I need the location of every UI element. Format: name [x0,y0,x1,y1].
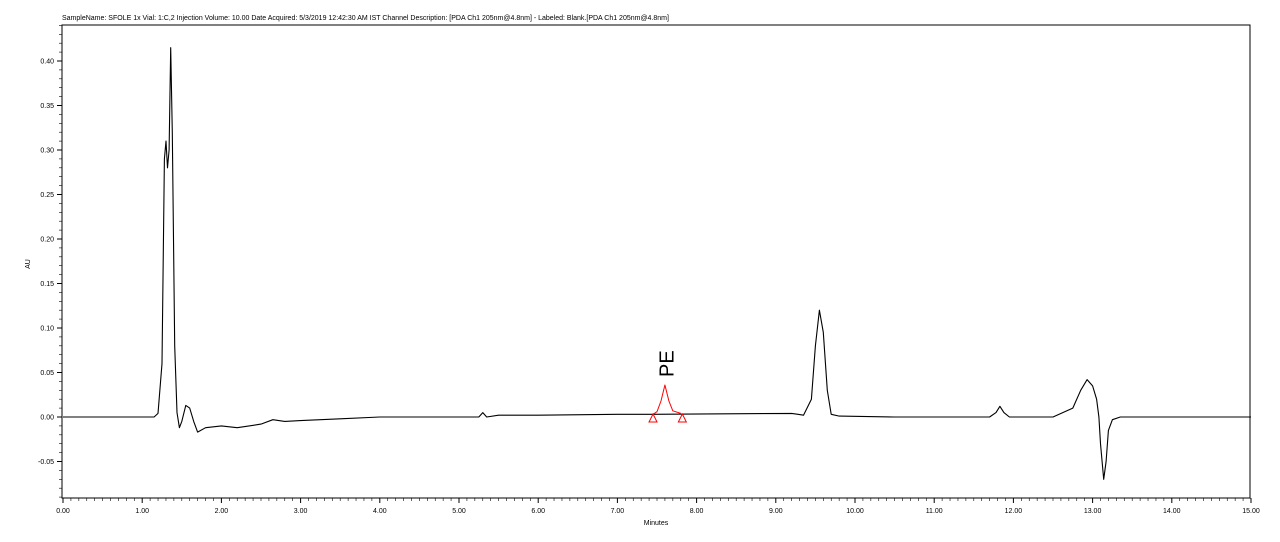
x-axis-title: Minutes [644,520,669,527]
chromatogram-trace [63,47,1251,480]
plot-frame [61,24,1251,499]
baseline-marker [677,412,688,423]
y-tick-label: 0.15 [40,281,54,288]
y-tick-label: 0.35 [40,103,54,110]
y-tick-label: 0.20 [40,237,54,244]
x-tick-label: 10.00 [846,508,864,515]
peak-marks: PE [648,350,688,423]
x-tick-label: 9.00 [769,508,783,515]
peak-annotation: PE [657,350,679,377]
x-tick-label: 4.00 [373,508,387,515]
x-tick-label: 14.00 [1163,508,1181,515]
y-tick-label: 0.40 [40,59,54,66]
x-axis-ticks: 0.00 1.00 2.00 3.00 4.00 5.00 6.00 7.00 8.00 9.00… [56,498,1260,515]
baseline-marker [648,412,658,423]
x-tick-label: 7.00 [611,508,625,515]
y-tick-label: 0.25 [40,192,54,199]
y-axis-ticks: -0.05 0.00 0.05 0.10 0.15 0.20 0.25 0.30 0.35 0.4… [38,25,62,498]
y-tick-label: 0.05 [40,370,54,377]
x-tick-label: 11.00 [926,508,943,515]
y-tick-label: -0.05 [38,459,54,466]
x-tick-label: 5.00 [452,508,466,515]
x-tick-label: 2.00 [215,508,229,515]
trace-layer [63,47,1251,480]
x-tick-label: 3.00 [294,508,308,515]
x-tick-label: 15.00 [1242,508,1260,515]
y-tick-label: 0.10 [40,326,54,333]
chart-header: SampleName: SFOLE 1x Vial: 1:C,2 Injecti… [62,15,669,22]
x-tick-label: 12.00 [1005,508,1023,515]
x-tick-label: 0.00 [56,508,70,515]
x-tick-label: 6.00 [531,508,545,515]
integrated-peak-trace [652,384,681,415]
y-tick-label: 0.30 [40,148,54,155]
y-tick-label: 0.00 [40,415,54,422]
x-tick-label: 8.00 [690,508,704,515]
x-tick-label: 13.00 [1084,508,1102,515]
y-axis-title: AU [25,259,32,269]
x-tick-label: 1.00 [135,508,149,515]
